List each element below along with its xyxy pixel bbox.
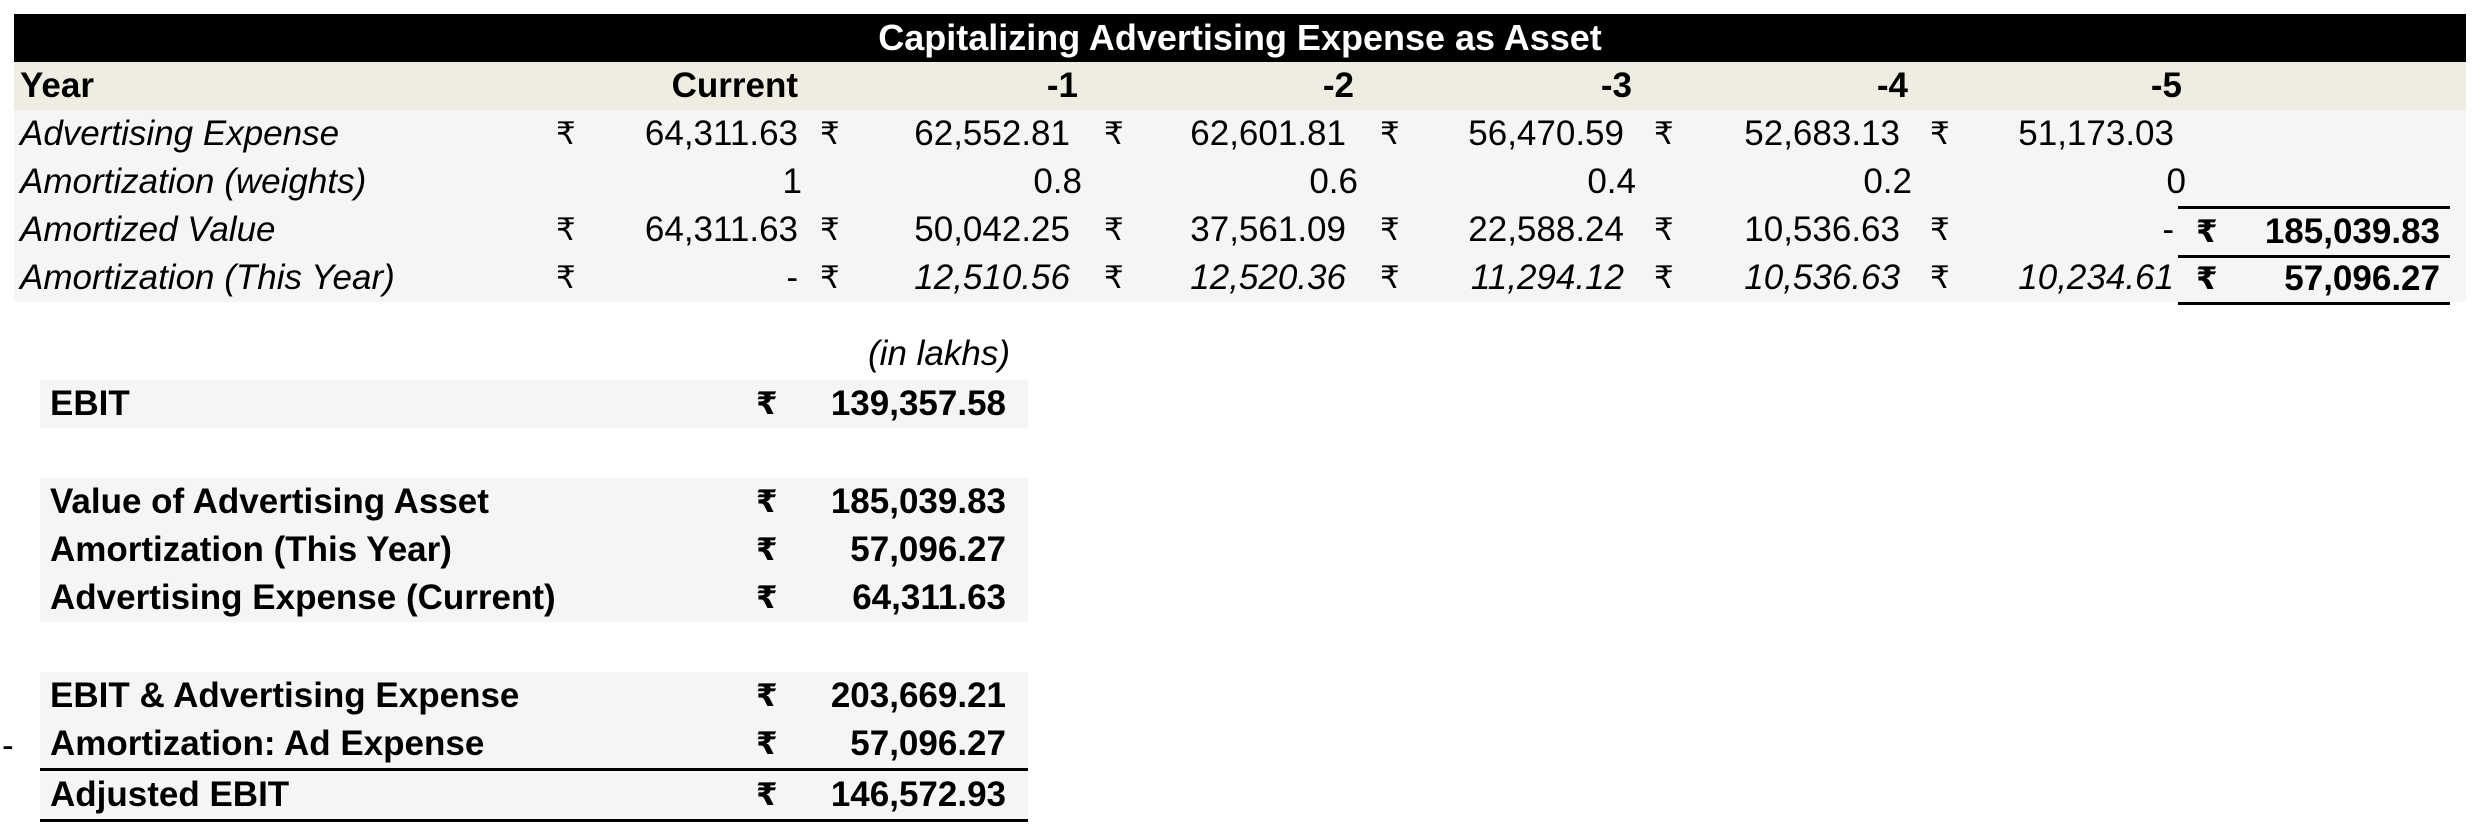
rupee-symbol: ₹ (1930, 212, 1950, 248)
rupee-symbol: ₹ (1930, 260, 1950, 296)
col-minus-2: -2 (1322, 66, 1354, 105)
rupee-symbol: ₹ (1380, 260, 1400, 296)
rupee-symbol: ₹ (820, 212, 840, 248)
year-header-row: Year Current -1 -2 -3 -4 -5 (14, 62, 2466, 110)
adjusted-ebit-row: Adjusted EBIT ₹ 146,572.93 (40, 771, 1028, 822)
value-minus-1: 12,510.56 (914, 258, 1070, 297)
advertising-expense-row: Advertising Expense ₹ 64,311.63 ₹ 62,552… (14, 110, 2466, 158)
row-label: Amortized Value (20, 210, 276, 249)
col-minus-5: -5 (2150, 66, 2182, 105)
value-minus-4: 0.2 (1863, 162, 1912, 201)
rupee-symbol: ₹ (756, 580, 778, 616)
amortized-value-total: ₹ 185,039.83 (2178, 206, 2450, 258)
summary-label: Adjusted EBIT (50, 775, 290, 814)
row-label: Amortization (weights) (20, 162, 367, 201)
col-minus-1: -1 (1046, 66, 1078, 105)
summary-label: Amortization (This Year) (50, 530, 452, 569)
summary-value: 203,669.21 (830, 676, 1006, 715)
rupee-symbol: ₹ (556, 212, 576, 248)
summary-value: 146,572.93 (830, 775, 1006, 814)
total-amount: 57,096.27 (2284, 259, 2440, 298)
value-current: 64,311.63 (644, 210, 798, 249)
rupee-symbol: ₹ (756, 777, 778, 813)
rupee-symbol: ₹ (1104, 116, 1124, 152)
rupee-symbol: ₹ (556, 260, 576, 296)
rupee-symbol: ₹ (756, 726, 778, 762)
summary-value: 57,096.27 (850, 724, 1006, 763)
rupee-symbol: ₹ (820, 260, 840, 296)
value-minus-3: 0.4 (1587, 162, 1636, 201)
amortization-ad-expense-row: Amortization: Ad Expense ₹ 57,096.27 (40, 720, 1028, 771)
summary-label: EBIT & Advertising Expense (50, 676, 520, 715)
rupee-symbol: ₹ (2196, 214, 2218, 250)
value-minus-2: 62,601.81 (1190, 114, 1346, 153)
row-label: Advertising Expense (20, 114, 340, 153)
unit-note: (in lakhs) (868, 334, 1010, 373)
amortized-value-row: Amortized Value ₹ 64,311.63 ₹ 50,042.25 … (14, 206, 2466, 254)
value-minus-4: 10,536.63 (1744, 258, 1900, 297)
col-minus-4: -4 (1876, 66, 1908, 105)
minus-sign: - (2, 726, 14, 765)
summary-label: Value of Advertising Asset (50, 482, 489, 521)
value-minus-5: 10,234.61 (2018, 258, 2174, 297)
summary-value: 57,096.27 (850, 530, 1006, 569)
sheet-title: Capitalizing Advertising Expense as Asse… (14, 14, 2466, 62)
row-label: Amortization (This Year) (20, 258, 395, 297)
value-minus-4: 52,683.13 (1744, 114, 1900, 153)
value-minus-3: 11,294.12 (1470, 258, 1624, 297)
value-minus-2: 12,520.36 (1190, 258, 1346, 297)
summary-amortization-this-year-row: Amortization (This Year) ₹ 57,096.27 (40, 526, 1028, 574)
amortization-this-year-row: Amortization (This Year) ₹ - ₹ 12,510.56… (14, 254, 2466, 302)
value-minus-4: 10,536.63 (1744, 210, 1900, 249)
rupee-symbol: ₹ (1380, 116, 1400, 152)
rupee-symbol: ₹ (756, 386, 778, 422)
rupee-symbol: ₹ (2196, 261, 2218, 297)
value-minus-2: 37,561.09 (1190, 210, 1346, 249)
rupee-symbol: ₹ (1654, 212, 1674, 248)
rupee-symbol: ₹ (1930, 116, 1950, 152)
ebit-row: EBIT ₹ 139,357.58 (40, 380, 1028, 428)
value-minus-5: 0 (2166, 162, 2186, 201)
summary-label: Amortization: Ad Expense (50, 724, 485, 763)
amortization-weights-row: Amortization (weights) 1 0.8 0.6 0.4 0.2… (14, 158, 2466, 206)
summary-value: 185,039.83 (830, 482, 1006, 521)
summary-value: 139,357.58 (830, 384, 1006, 423)
rupee-symbol: ₹ (1104, 212, 1124, 248)
summary-label: Advertising Expense (Current) (50, 578, 556, 617)
rupee-symbol: ₹ (1104, 260, 1124, 296)
total-amount: 185,039.83 (2264, 212, 2440, 251)
rupee-symbol: ₹ (756, 484, 778, 520)
value-current: 64,311.63 (644, 114, 798, 153)
rupee-symbol: ₹ (820, 116, 840, 152)
advertising-expense-current-row: Advertising Expense (Current) ₹ 64,311.6… (40, 574, 1028, 622)
summary-label: EBIT (50, 384, 130, 423)
rupee-symbol: ₹ (1654, 116, 1674, 152)
value-minus-5: - (2162, 210, 2174, 249)
summary-value: 64,311.63 (852, 578, 1006, 617)
rupee-symbol: ₹ (756, 678, 778, 714)
value-of-advertising-asset-row: Value of Advertising Asset ₹ 185,039.83 (40, 478, 1028, 526)
year-label: Year (20, 66, 94, 105)
value-minus-2: 0.6 (1309, 162, 1358, 201)
value-current: 1 (782, 162, 802, 201)
value-minus-5: 51,173.03 (2018, 114, 2174, 153)
rupee-symbol: ₹ (556, 116, 576, 152)
rupee-symbol: ₹ (1380, 212, 1400, 248)
col-current: Current (671, 66, 798, 105)
value-minus-3: 22,588.24 (1468, 210, 1624, 249)
rupee-symbol: ₹ (1654, 260, 1674, 296)
rupee-symbol: ₹ (756, 532, 778, 568)
value-minus-3: 56,470.59 (1468, 114, 1624, 153)
value-minus-1: 62,552.81 (914, 114, 1070, 153)
col-minus-3: -3 (1600, 66, 1632, 105)
amortization-this-year-total: ₹ 57,096.27 (2178, 256, 2450, 305)
value-current: - (786, 258, 798, 297)
value-minus-1: 0.8 (1033, 162, 1082, 201)
ebit-and-advertising-expense-row: EBIT & Advertising Expense ₹ 203,669.21 (40, 672, 1028, 720)
value-minus-1: 50,042.25 (914, 210, 1070, 249)
